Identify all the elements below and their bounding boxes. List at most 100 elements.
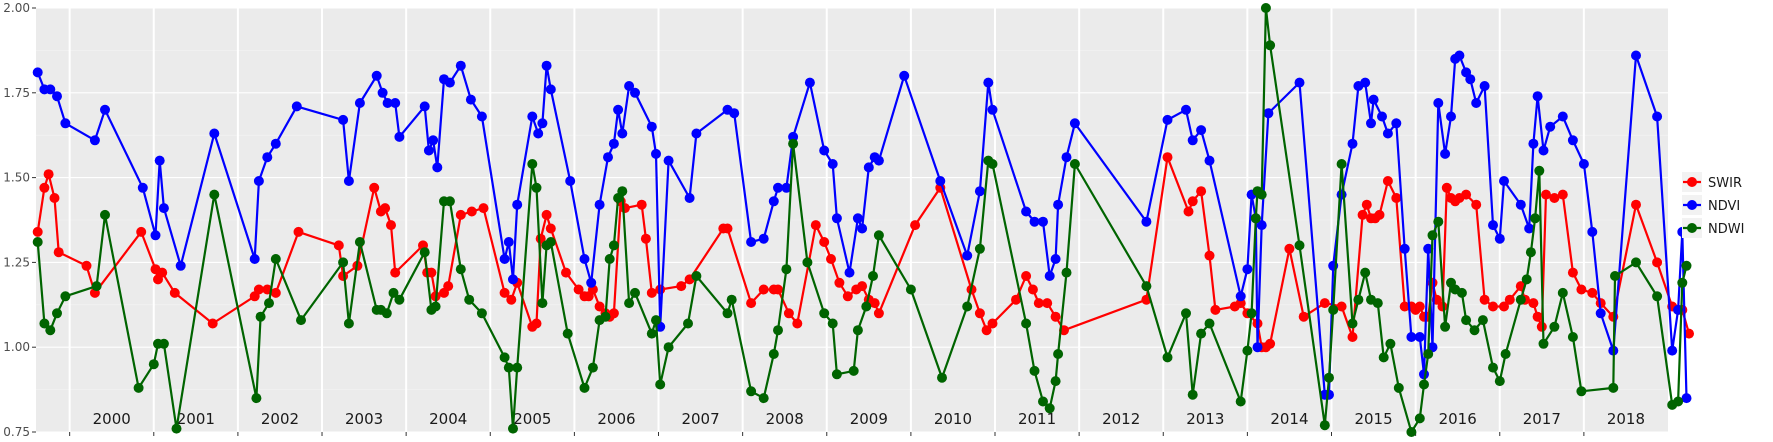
swir-point [636, 199, 647, 210]
ndvi-point [1252, 342, 1263, 353]
ndwi-point [691, 271, 702, 281]
ndvi-point [432, 162, 443, 173]
ndvi-point [1029, 216, 1040, 227]
swir-point [1532, 311, 1543, 322]
ndwi-point [32, 237, 43, 247]
ndvi-point [89, 135, 100, 146]
ndwi-point [802, 257, 813, 268]
ndvi-point [773, 182, 783, 193]
ndvi-point [608, 138, 619, 149]
ndvi-point [209, 128, 220, 139]
ndvi-point [1652, 111, 1663, 122]
ndvi-point [603, 152, 613, 163]
ndvi-point [586, 277, 597, 288]
ndwi-point [1235, 396, 1246, 407]
ndvi-point [863, 162, 874, 173]
swir-point [640, 233, 651, 244]
y-tick-label: 1.25 [3, 255, 30, 269]
ndvi-point [1336, 189, 1347, 200]
legend-swatch-swir [1687, 177, 1697, 187]
year-label: 2014 [1270, 410, 1308, 428]
ndvi-point [983, 77, 994, 88]
swir-point [773, 284, 783, 295]
ndvi-point [1465, 74, 1476, 85]
ndvi-point [1440, 148, 1451, 159]
ndvi-point [354, 98, 365, 108]
ndwi-point [508, 423, 518, 434]
ndwi-point [562, 328, 573, 339]
ndwi-point [1181, 308, 1191, 319]
ndvi-point [1471, 98, 1482, 108]
y-tick-label: 1.75 [3, 86, 30, 100]
ndvi-point [899, 70, 910, 81]
swir-point [426, 267, 437, 278]
ndwi-point [1406, 427, 1417, 437]
ndwi-point [476, 308, 487, 319]
swir-point [1319, 298, 1330, 309]
ndvi-point [831, 213, 842, 224]
ndvi-point [746, 237, 757, 247]
ndwi-point [1141, 281, 1152, 292]
ndvi-point [1263, 108, 1274, 119]
ndvi-point [1494, 233, 1505, 244]
ndwi-point [1242, 345, 1253, 356]
ndwi-point [722, 308, 733, 319]
ndwi-point [1385, 338, 1396, 349]
swir-point [369, 182, 380, 193]
y-tick-label: 1.00 [3, 340, 30, 354]
ndvi-point [1294, 77, 1305, 88]
ndvi-point [1162, 114, 1173, 125]
swir-point [1684, 328, 1694, 339]
ndwi-point [1488, 362, 1498, 373]
ndwi-point [1336, 159, 1347, 169]
ndwi-point [1053, 349, 1064, 359]
ndwi-point [1427, 230, 1438, 241]
swir-point [1536, 321, 1547, 332]
ndwi-point [148, 359, 159, 370]
ndwi-point [746, 386, 757, 397]
ndwi-point [251, 393, 262, 404]
ndvi-point [270, 138, 281, 149]
swir-point [32, 226, 43, 237]
ndwi-point [1246, 308, 1257, 319]
swir-point [293, 226, 304, 237]
ndvi-point [154, 155, 165, 166]
series-ndvi [32, 50, 1692, 404]
ndvi-point [691, 128, 702, 139]
swir-point [169, 287, 180, 298]
ndwi-point [630, 287, 640, 298]
ndvi-point [1399, 243, 1410, 254]
ndwi-point [1549, 321, 1560, 332]
ndvi-point [1578, 159, 1589, 169]
ndwi-point [545, 237, 556, 247]
ndwi-point [394, 294, 405, 305]
ndvi-point [338, 114, 349, 125]
ndwi-point [768, 349, 779, 359]
y-tick-label: 1.50 [3, 171, 30, 185]
ndwi-point [861, 301, 872, 312]
year-label: 2011 [1018, 410, 1056, 428]
x-axis [69, 432, 1585, 436]
swir-point [1391, 193, 1402, 203]
ndwi-point [133, 382, 144, 393]
ndwi-point [1061, 267, 1072, 278]
ndvi-point [624, 81, 635, 91]
swir-point [758, 284, 769, 295]
ndvi-point [1050, 254, 1061, 264]
ndwi-point [39, 318, 50, 329]
ndwi-point [255, 311, 266, 322]
ndvi-point [137, 182, 148, 193]
swir-point [1187, 196, 1198, 207]
ndvi-point [1587, 226, 1598, 237]
legend: SWIR NDVI NDWI [1682, 172, 1744, 238]
swir-point [1631, 199, 1641, 210]
ndwi-point [264, 298, 274, 309]
ndwi-point [868, 271, 878, 281]
ndwi-point [726, 294, 737, 305]
ndwi-point [819, 308, 830, 319]
year-labels: 2000 2001 2002 2003 2004 2005 2006 2007 2008 2009… [93, 410, 1645, 428]
ndwi-point [338, 257, 349, 268]
ndvi-point [565, 176, 576, 186]
swir-point [541, 209, 552, 220]
ndwi-point [1477, 315, 1488, 326]
